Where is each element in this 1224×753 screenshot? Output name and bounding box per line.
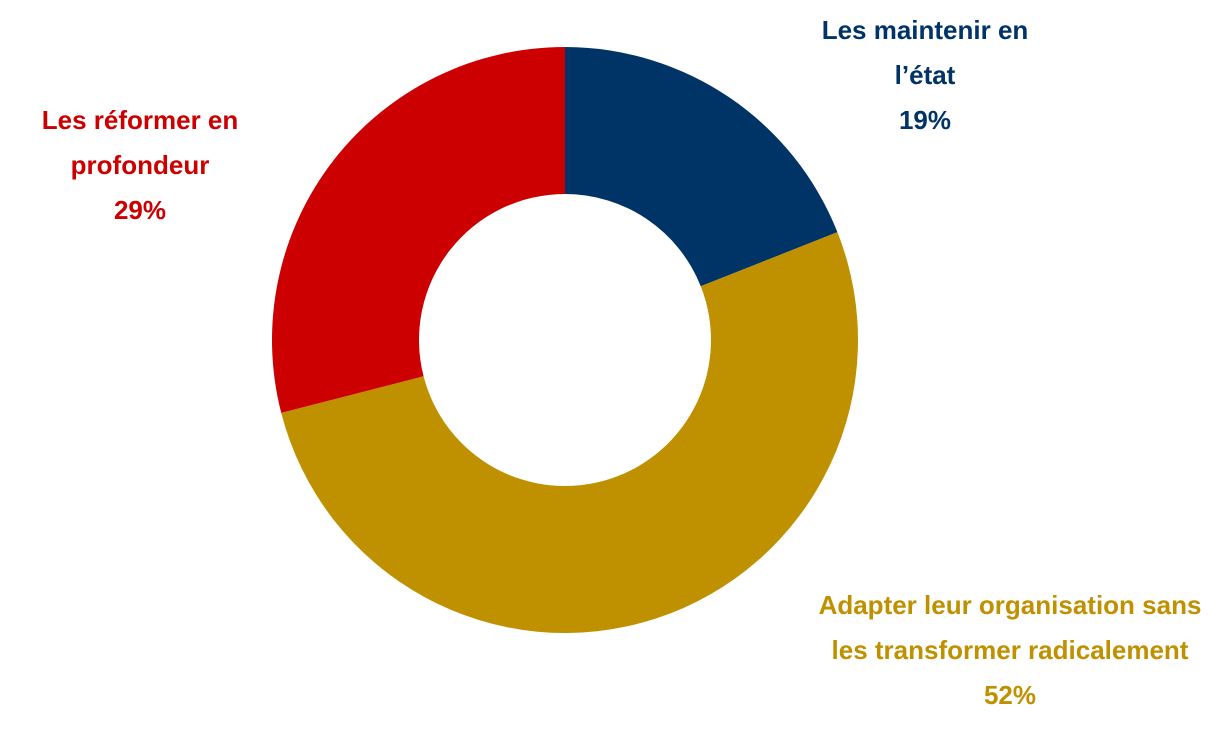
slice-label: Les réformer en profondeur 29% <box>10 98 270 233</box>
value-label: 29% <box>113 195 167 225</box>
value-label: 52% <box>983 680 1037 710</box>
value-label: 19% <box>898 105 952 135</box>
category-name: Les maintenir en l’état <box>821 15 1029 90</box>
donut-slice <box>281 232 858 634</box>
slice-label: Les maintenir en l’état 19% <box>795 8 1055 143</box>
category-name: Adapter leur organisation sans les trans… <box>818 590 1202 665</box>
category-name: Les réformer en profondeur <box>41 105 239 180</box>
slice-label: Adapter leur organisation sans les trans… <box>805 583 1215 718</box>
donut-slice <box>565 47 838 287</box>
donut-slice <box>272 47 565 413</box>
